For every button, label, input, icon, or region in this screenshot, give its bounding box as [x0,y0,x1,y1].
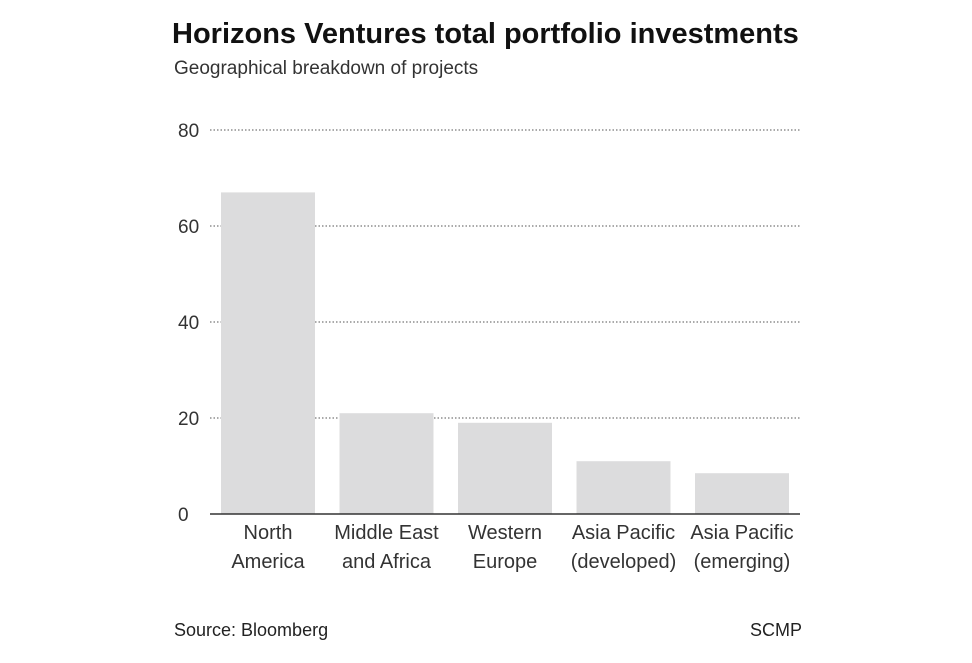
y-tick-label: 40 [178,313,199,334]
y-tick-label: 80 [178,121,199,142]
x-tick-label: and Africa [342,551,432,573]
y-tick-label: 0 [178,505,189,526]
y-tick-label: 60 [178,217,199,238]
bar [339,413,434,514]
x-tick-label: Western [468,522,542,544]
x-tick-label: Middle East [334,522,439,544]
bar [221,192,315,514]
chart-subtitle: Geographical breakdown of projects [174,58,479,79]
x-tick-label: Asia Pacific [690,522,793,544]
x-tick-label: (emerging) [694,551,791,573]
x-tick-label: (developed) [571,551,677,573]
x-tick-label: America [231,551,305,573]
source-note: Source: Bloomberg [174,620,329,640]
bar [576,461,671,514]
chart-title: Horizons Ventures total portfolio invest… [172,18,799,50]
x-tick-label: Asia Pacific [572,522,675,544]
y-tick-label: 20 [178,409,199,430]
x-tick-label: North [244,522,293,544]
bar [458,422,552,514]
x-tick-label: Europe [473,551,538,573]
credit-label: SCMP [749,620,802,640]
bar [695,473,789,514]
